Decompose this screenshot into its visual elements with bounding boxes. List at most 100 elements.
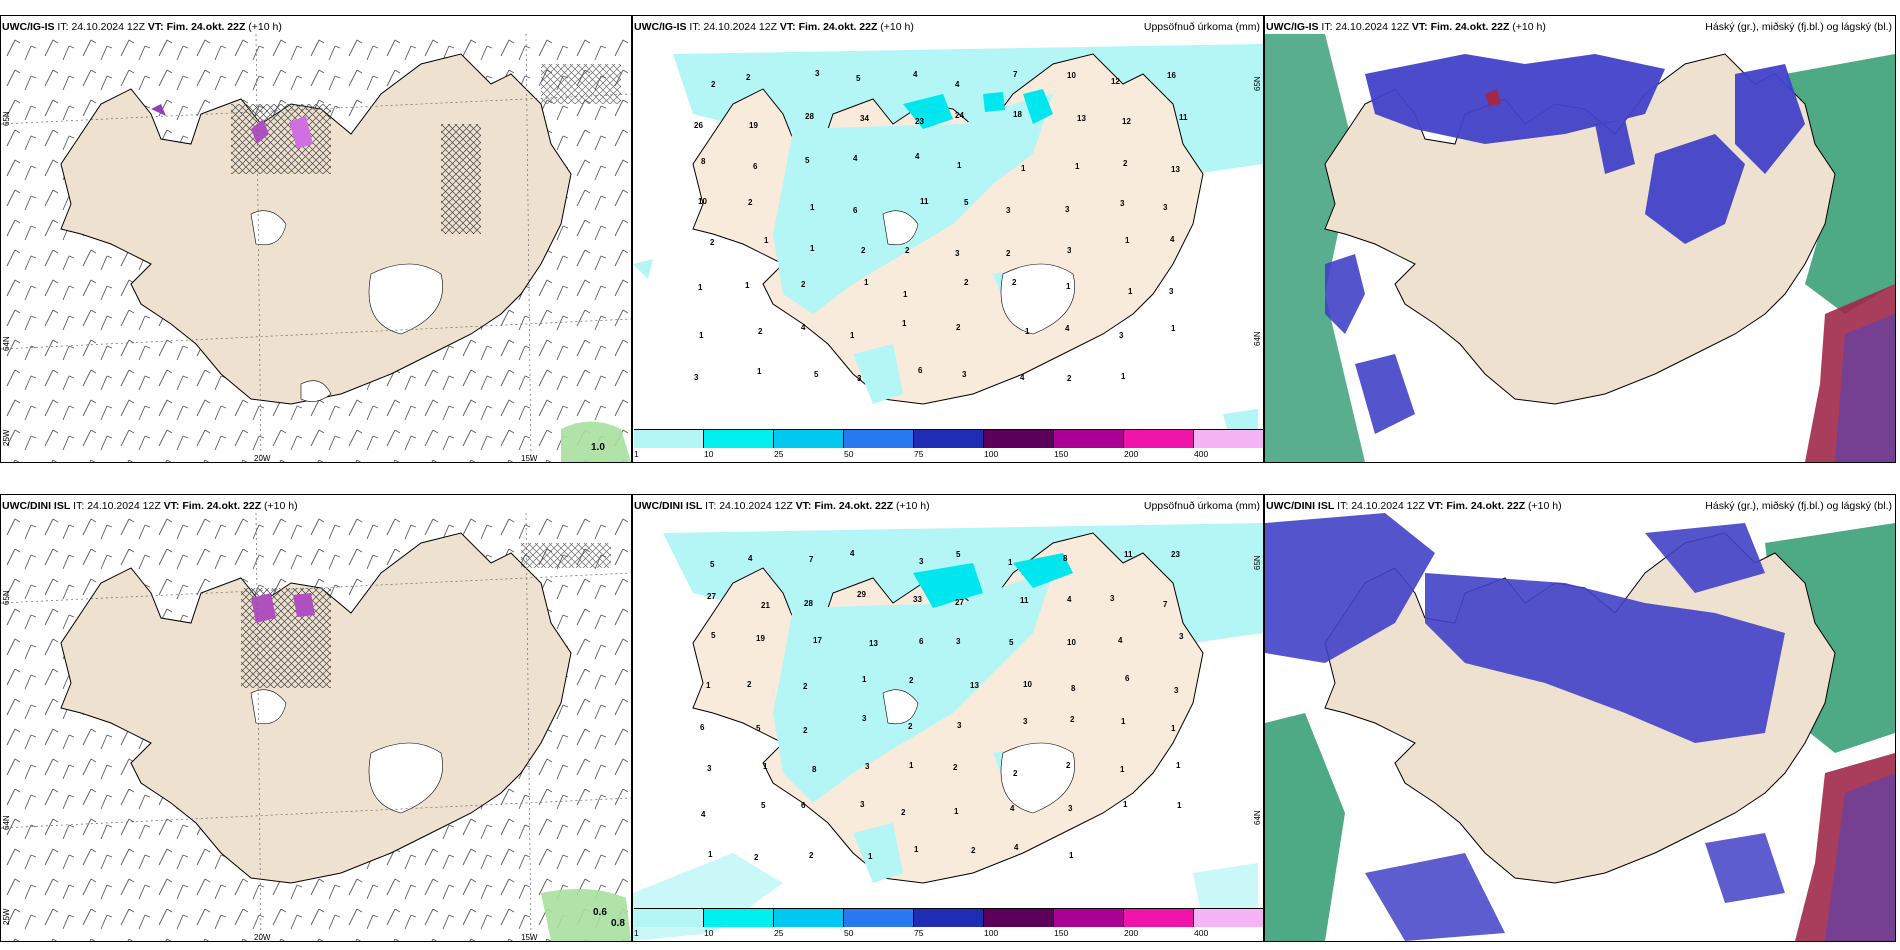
precip-value: 1 <box>850 331 855 340</box>
precip-value: 11 <box>1179 113 1188 122</box>
precip-value: 1 <box>698 283 703 292</box>
panel-title: Háský (gr.), miðský (fj.bl.) og lágský (… <box>1705 21 1892 33</box>
precip-value: 2 <box>758 327 763 336</box>
precip-value: 3 <box>694 373 699 382</box>
panel-header: UWC/IG-IS IT: 24.10.2024 12Z VT: Fim. 24… <box>2 21 282 33</box>
precip-value: 3 <box>955 249 960 258</box>
vt-label: VT: <box>795 500 812 512</box>
precip-value: 3 <box>1119 331 1124 340</box>
precip-value: 24 <box>955 111 964 120</box>
precip-value: 1 <box>914 845 919 854</box>
colorbar-tick: 150 <box>1054 928 1069 938</box>
colorbar-tick: 100 <box>984 928 999 938</box>
precip-value: 1 <box>868 852 873 861</box>
model-name: UWC/DINI ISL <box>2 500 71 512</box>
precip-value: 23 <box>1171 550 1180 559</box>
precip-value: 11 <box>1124 550 1133 559</box>
precip-value: 2 <box>909 676 914 685</box>
init-time: 24.10.2024 12Z <box>87 500 161 512</box>
valid-time: Fim. 24.okt. 22Z <box>1446 500 1526 512</box>
precip-value: 1 <box>1121 717 1126 726</box>
precip-value: 28 <box>805 112 814 121</box>
precip-value: 2 <box>748 198 753 207</box>
precip-value: 7 <box>1013 70 1018 79</box>
precip-value: 1 <box>1120 765 1125 774</box>
colorbar-tick: 150 <box>1054 449 1069 459</box>
lat-label: 25W <box>2 908 11 925</box>
lat-label: 65N <box>1253 555 1262 570</box>
panel-title: Uppsöfnuð úrkoma (mm) <box>1143 21 1260 33</box>
precip-value: 3 <box>1065 205 1070 214</box>
lat-label: 64N <box>1253 810 1262 825</box>
forecast-step: (+10 h) <box>880 21 914 33</box>
precip-value: 4 <box>748 554 753 563</box>
precip-value: 28 <box>804 599 813 608</box>
precip-value: 3 <box>957 721 962 730</box>
colorbar-swatch <box>704 430 774 448</box>
precip-value: 2 <box>747 680 752 689</box>
iceland-land <box>60 532 572 884</box>
precip-value: 2 <box>861 246 866 255</box>
precip-value: 2 <box>901 808 906 817</box>
precip-value: 26 <box>694 121 703 130</box>
precip-value: 1 <box>810 244 815 253</box>
precip-value: 2 <box>905 246 910 255</box>
panel-precip-dini: UWC/DINI ISL IT: 24.10.2024 12Z VT: Fim.… <box>632 494 1264 942</box>
forecast-step: (+10 h) <box>1512 21 1546 33</box>
precip-value: 5 <box>964 198 969 207</box>
forecast-step: (+10 h) <box>248 21 282 33</box>
colorbar-tick: 75 <box>914 928 924 938</box>
precip-value: 18 <box>1013 110 1022 119</box>
precip-value: 4 <box>913 70 918 79</box>
colorbar <box>634 908 1263 927</box>
model-name: UWC/IG-IS <box>634 21 687 33</box>
valid-time: Fim. 24.okt. 22Z <box>814 500 894 512</box>
colorbar-tick: 50 <box>844 449 854 459</box>
model-name: UWC/DINI ISL <box>1266 500 1335 512</box>
wind-map: 0.6 0.8 <box>1 513 631 941</box>
wind-map: 1.0 <box>1 34 631 462</box>
colorbar <box>634 429 1263 448</box>
colorbar-swatch <box>984 430 1054 448</box>
precip-value: 3 <box>1006 206 1011 215</box>
precip-value: 13 <box>1077 114 1086 123</box>
precip-value: 21 <box>761 601 770 610</box>
colorbar-ticks: 1 10 25 50 75 100 150 200 400 <box>634 449 1262 461</box>
precip-value: 1 <box>745 281 750 290</box>
precip-value: 11 <box>920 197 929 206</box>
forecast-step: (+10 h) <box>264 500 298 512</box>
forecast-step: (+10 h) <box>896 500 930 512</box>
colorbar-swatch <box>634 430 704 448</box>
cloud-map <box>1265 513 1895 941</box>
precip-value: 4 <box>1065 324 1070 333</box>
precip-value: 8 <box>1063 554 1068 563</box>
precip-value: 1 <box>903 290 908 299</box>
colorbar-ticks: 1 10 25 50 75 100 150 200 400 <box>634 928 1262 940</box>
panel-cloud-dini: UWC/DINI ISL IT: 24.10.2024 12Z VT: Fim.… <box>1264 494 1896 942</box>
precip-value: 3 <box>815 69 820 78</box>
precip-value: 3 <box>956 637 961 646</box>
precip-value: 1 <box>1121 372 1126 381</box>
precip-value: 10 <box>1067 71 1076 80</box>
panel-header: UWC/IG-IS IT: 24.10.2024 12Z VT: Fim. 24… <box>634 21 914 33</box>
precip-value: 1 <box>1171 724 1176 733</box>
init-time: 24.10.2024 12Z <box>1351 500 1425 512</box>
colorbar-swatch <box>1054 430 1124 448</box>
colorbar-swatch <box>984 909 1054 927</box>
precip-value: 6 <box>919 637 924 646</box>
precip-value: 3 <box>1110 594 1115 603</box>
precip-value: 1 <box>1075 162 1080 171</box>
colorbar-swatch <box>704 909 774 927</box>
vt-label: VT: <box>1427 500 1444 512</box>
precip-value: 23 <box>915 117 924 126</box>
it-label: IT: <box>689 21 704 33</box>
precip-value: 3 <box>1068 804 1073 813</box>
cloud-map <box>1265 34 1895 462</box>
panel-cloud-ig-is: UWC/IG-IS IT: 24.10.2024 12Z VT: Fim. 24… <box>1264 15 1896 463</box>
precip-value: 3 <box>860 800 865 809</box>
precip-value: 3 <box>1169 287 1174 296</box>
value-label: 1.0 <box>591 442 605 453</box>
precip-value: 1 <box>864 278 869 287</box>
precip-value: 1 <box>810 203 815 212</box>
